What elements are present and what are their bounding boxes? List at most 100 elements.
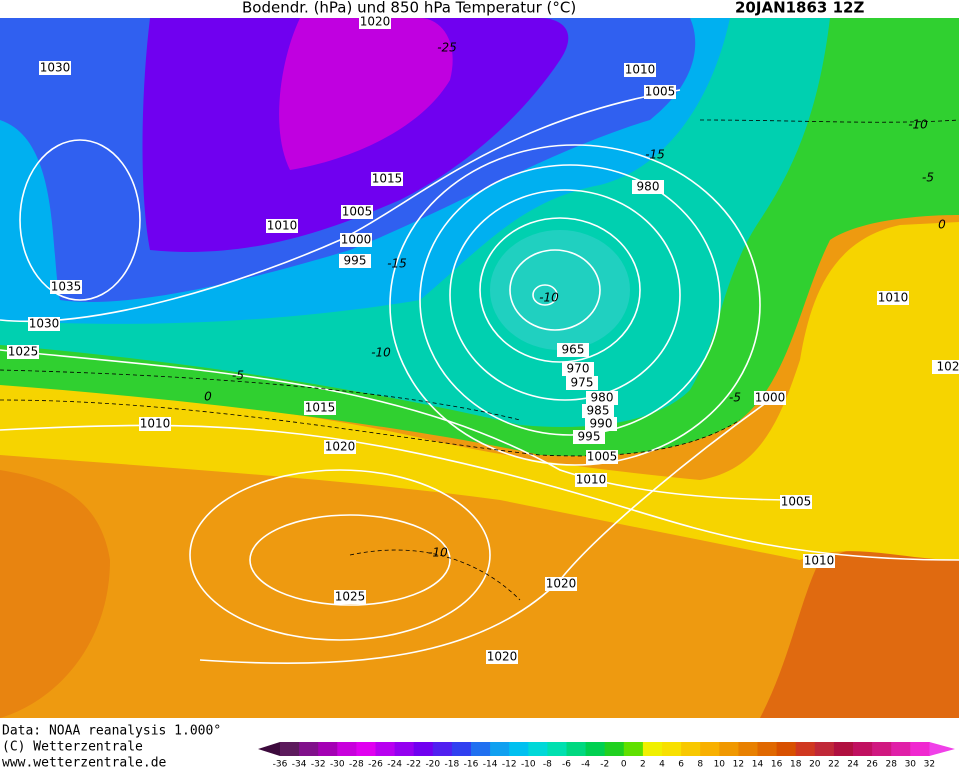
isobar-label-bg [932,360,959,374]
footer-copyright: (C) Wetterzentrale [2,740,143,755]
isobar-label-bg [803,554,835,568]
isobar-label: 1020 [324,440,356,454]
isobar-label: 1005 [644,85,676,99]
colorbar-box [280,742,300,756]
isotherm-label: -10 [371,346,391,360]
colorbar-arrow-left [258,742,280,756]
isobar-label-bg [877,291,909,305]
colorbar-label: 8 [697,760,703,770]
colorbar-box [833,742,854,756]
isobar-label-bg [340,233,372,247]
isobar-label-text: 985 [587,404,610,418]
isobar-label-bg [304,401,336,415]
isobar-label: 102 [932,360,959,374]
isobar-label-bg [586,391,618,405]
isobar-label: 1010 [624,63,656,77]
map-date: 20JAN1863 12Z [735,0,864,17]
isobar-label-text: 1010 [267,219,298,233]
isotherm-label: 0 [938,218,946,232]
isobar-label-bg [644,85,676,99]
colorbar-label: 10 [714,760,726,770]
isobar-label-text: 1010 [140,417,171,431]
colorbar-label: -20 [425,760,440,770]
isobar-label-text: 1005 [645,85,676,99]
isobar-label-text: 980 [637,180,660,194]
colorbar-label: -18 [445,760,460,770]
colorbar-label: 32 [924,760,935,770]
isobar-label: 1010 [877,291,909,305]
isobar-label-text: 965 [562,343,585,357]
colorbar-box [547,742,567,756]
isobar-label-bg [339,254,371,268]
colorbar-label: 0 [621,760,627,770]
isobar-label: 1005 [780,495,812,509]
isotherm-label: -10 [428,546,448,560]
isobar-label-bg [7,345,39,359]
colorbar-box [814,742,835,756]
isobar-label-text: 1015 [305,401,336,415]
isobar-label-text: 1000 [755,391,786,405]
isobar-label-bg [780,495,812,509]
isobar-label-bg [582,404,614,418]
colorbar-label: -4 [581,760,590,770]
isobar-label: 970 [562,362,594,376]
isobar-label-bg [585,417,617,431]
isobar-label: 1010 [803,554,835,568]
colorbar-label: -28 [349,760,364,770]
colorbar-box [700,742,720,756]
isobar-label-text: 1005 [587,450,618,464]
colorbar-box [891,742,911,756]
isobar-label-bg [28,317,60,331]
isobar-label-text: 1020 [487,650,518,664]
isotherm-label: -5 [232,369,244,383]
colorbar-label: -34 [292,760,307,770]
colorbar-label: 28 [885,760,897,770]
colorbar-box [585,742,606,756]
colorbar-label: -12 [502,760,517,770]
colorbar: -36 -34 -32 -30 -28 -26 -24 -22 -20 -18 -16 -14 -12-… [258,742,955,770]
colorbar-label: 18 [790,760,802,770]
colorbar-box [432,742,453,756]
colorbar-label: -30 [330,760,345,770]
isobar-label-bg [371,172,403,186]
colorbar-label: 6 [678,760,684,770]
isotherm-label: -25 [437,41,457,55]
colorbar-label: -24 [387,760,402,770]
isobar-label-text: 1010 [878,291,909,305]
colorbar-box [681,742,701,756]
isobar-label: 1000 [754,391,786,405]
isobar-label-text: 1010 [804,554,835,568]
isobar-label-text: 1030 [40,61,71,75]
isobar-label-text: 1020 [360,15,391,29]
isobar-label-bg [334,590,366,604]
isobar-label-text: 1020 [546,577,577,591]
isobar-label: 1005 [586,450,618,464]
colorbar-box [413,742,434,756]
isotherm-label: -10 [539,291,559,305]
isobar-label-text: 1020 [325,440,356,454]
isobar-label-bg [359,15,391,29]
isobar-label-text: 1000 [341,233,372,247]
colorbar-arrow-right [929,742,955,756]
isobar-label-text: 1015 [372,172,403,186]
map-header: Bodendr. (hPa) und 850 hPa Temperatur (°… [242,0,864,17]
isobar-label-bg [341,205,373,219]
isobar-label-bg [50,280,82,294]
colorbar-box [719,742,739,756]
colorbar-box [375,742,396,756]
isobar-label: 1020 [359,15,391,29]
isobar-label: 995 [573,430,605,444]
colorbar-label: 30 [905,760,917,770]
isobar-label: 1025 [334,590,366,604]
colorbar-box [471,742,491,756]
map-footer: Data: NOAA reanalysis 1.000° (C) Wetterz… [2,724,221,770]
colorbar-label: 14 [752,760,764,770]
colorbar-label: -2 [600,760,609,770]
colorbar-box [757,742,778,756]
colorbar-label: -16 [464,760,479,770]
colorbar-box [623,742,644,756]
colorbar-box [299,742,319,756]
isobar-label-text: 970 [567,362,590,376]
isobar-label: 1015 [371,172,403,186]
